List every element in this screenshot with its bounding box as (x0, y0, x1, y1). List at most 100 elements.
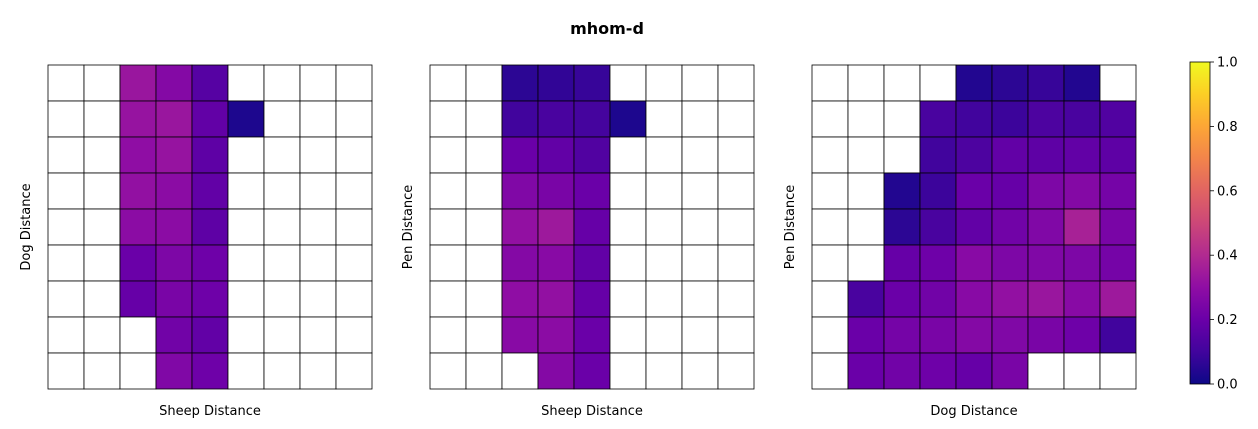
heatmap-cell (883, 280, 921, 318)
heatmap-cell (227, 100, 265, 138)
heatmap-cell (847, 316, 885, 354)
colorbar: 0.0 0.2 0.4 0.6 0.8 1.0 (1189, 56, 1238, 393)
heatmap-cell (191, 352, 229, 390)
heatmap-cell (609, 64, 647, 102)
heatmap-cell (573, 172, 611, 210)
heatmap-cell (119, 136, 157, 174)
heatmap-cell (991, 316, 1029, 354)
heatmap-cell (1027, 172, 1065, 210)
heatmap-cell (919, 208, 957, 246)
heatmap-cell (811, 280, 849, 318)
heatmap-cell (717, 244, 755, 282)
heatmap-cell (263, 244, 301, 282)
heatmap-cell (1099, 352, 1137, 390)
heatmap-cell (609, 316, 647, 354)
heatmap-cell (573, 316, 611, 354)
heatmap-cell (609, 172, 647, 210)
heatmap-cell (335, 100, 373, 138)
heatmap-cell (83, 208, 121, 246)
heatmap-cell (335, 172, 373, 210)
heatmap-cell (227, 172, 265, 210)
heatmap-cell (681, 280, 719, 318)
heatmap-cell (1063, 244, 1101, 282)
heatmap-cell (429, 172, 467, 210)
heatmap-cell (465, 244, 503, 282)
heatmap-cell (717, 208, 755, 246)
heatmap-cell (537, 244, 575, 282)
heatmap-cell (681, 100, 719, 138)
heatmap-cell (645, 244, 683, 282)
heatmap-panel-1: Sheep Distance Dog Distance (19, 64, 373, 419)
heatmap-cell (1099, 280, 1137, 318)
heatmap-cell (227, 316, 265, 354)
heatmap-cell (717, 64, 755, 102)
heatmap-cell (991, 244, 1029, 282)
heatmap-cell (1063, 136, 1101, 174)
heatmap-cell (429, 316, 467, 354)
heatmap-cell (299, 244, 337, 282)
heatmap-cell (191, 208, 229, 246)
heatmap-cell (1027, 244, 1065, 282)
heatmap-cell (299, 280, 337, 318)
heatmap-cell (335, 136, 373, 174)
heatmap-cell (263, 316, 301, 354)
heatmap-cell (429, 208, 467, 246)
heatmap-cell (955, 208, 993, 246)
heatmap-cell (191, 316, 229, 354)
heatmap-cell (883, 208, 921, 246)
heatmap-cell (811, 208, 849, 246)
heatmap-cell (465, 136, 503, 174)
heatmap-panel-2: Sheep Distance Pen Distance (401, 64, 755, 419)
heatmap-cell (501, 316, 539, 354)
heatmap-cell (429, 64, 467, 102)
heatmap-cell (645, 280, 683, 318)
heatmap-cell (717, 316, 755, 354)
heatmap-cell (537, 100, 575, 138)
heatmap-cell (83, 100, 121, 138)
heatmap-cell (83, 244, 121, 282)
heatmap-cell (263, 352, 301, 390)
heatmap-cell (263, 136, 301, 174)
heatmap-cell (227, 244, 265, 282)
heatmap-cell (1063, 208, 1101, 246)
heatmap-cell (83, 136, 121, 174)
heatmap-cell (191, 280, 229, 318)
heatmap-cell (155, 100, 193, 138)
colorbar-tick-label: 0.4 (1217, 249, 1238, 264)
heatmap-cell (191, 136, 229, 174)
heatmap-cell (717, 100, 755, 138)
heatmap-cell (991, 208, 1029, 246)
heatmap-cell (883, 172, 921, 210)
heatmap-cell (465, 172, 503, 210)
heatmap-cell (717, 136, 755, 174)
heatmap-cell (1027, 352, 1065, 390)
heatmap-cell (501, 172, 539, 210)
heatmap-cell (299, 100, 337, 138)
heatmap-cell (847, 100, 885, 138)
heatmap-cell (501, 244, 539, 282)
heatmap-cell (47, 64, 85, 102)
heatmap-cell (429, 352, 467, 390)
heatmap-cell (299, 64, 337, 102)
heatmap-cell (47, 136, 85, 174)
heatmap-cell (609, 100, 647, 138)
heatmap-cell (883, 100, 921, 138)
heatmap-cell (955, 316, 993, 354)
heatmap-cell (429, 280, 467, 318)
heatmap-cell (263, 208, 301, 246)
heatmap-cell (1099, 64, 1137, 102)
heatmap-cell (155, 172, 193, 210)
heatmap-cell (299, 208, 337, 246)
heatmap-cell (47, 208, 85, 246)
heatmap-cell (717, 352, 755, 390)
heatmap-cell (717, 172, 755, 210)
heatmap-cell (47, 244, 85, 282)
heatmap-cell (811, 244, 849, 282)
heatmap-cell (1063, 316, 1101, 354)
x-axis-label: Sheep Distance (159, 404, 261, 419)
heatmap-cell (263, 172, 301, 210)
heatmap-cell (645, 352, 683, 390)
heatmap-cell (119, 352, 157, 390)
chart-title: mhom-d (570, 19, 644, 38)
heatmap-cell (191, 172, 229, 210)
